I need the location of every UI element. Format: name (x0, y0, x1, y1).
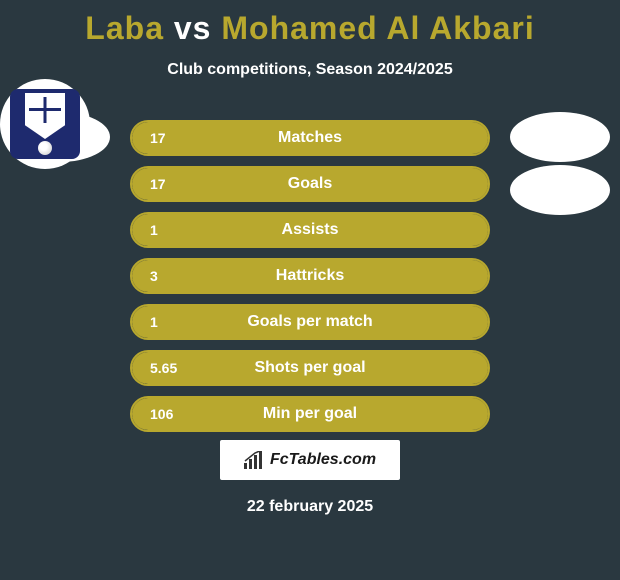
stat-row: 5.65 Shots per goal (130, 350, 490, 386)
date-text: 22 february 2025 (247, 498, 373, 516)
stat-label: Goals per match (247, 313, 372, 331)
player2-club-badge (510, 165, 610, 215)
stat-row: 17 Matches (130, 120, 490, 156)
club-shield-icon (10, 89, 80, 159)
stats-container: 17 Matches 17 Goals 1 Assists 3 Hattricks 1 Goals… (130, 120, 490, 442)
stat-value: 1 (150, 314, 158, 330)
stat-row: 1 Assists (130, 212, 490, 248)
site-logo[interactable]: FcTables.com (220, 440, 400, 480)
player1-name: Laba (85, 10, 164, 46)
stat-row: 3 Hattricks (130, 258, 490, 294)
chart-icon (244, 451, 264, 469)
stat-row: 17 Goals (130, 166, 490, 202)
stat-label: Shots per goal (254, 359, 365, 377)
player2-name: Mohamed Al Akbari (221, 10, 534, 46)
subtitle: Club competitions, Season 2024/2025 (0, 61, 620, 79)
stat-label: Matches (278, 129, 342, 147)
comparison-title: Laba vs Mohamed Al Akbari (0, 0, 620, 47)
stat-label: Min per goal (263, 405, 357, 423)
stat-value: 106 (150, 406, 173, 422)
stat-label: Assists (282, 221, 339, 239)
stat-value: 5.65 (150, 360, 177, 376)
stat-value: 3 (150, 268, 158, 284)
stat-value: 17 (150, 176, 166, 192)
site-name: FcTables.com (270, 451, 376, 469)
stat-value: 17 (150, 130, 166, 146)
vs-text: vs (174, 10, 212, 46)
stat-label: Goals (288, 175, 332, 193)
stat-value: 1 (150, 222, 158, 238)
stat-row: 1 Goals per match (130, 304, 490, 340)
player1-club-badge (0, 79, 90, 169)
stat-row: 106 Min per goal (130, 396, 490, 432)
player2-avatar (510, 112, 610, 162)
stat-label: Hattricks (276, 267, 344, 285)
